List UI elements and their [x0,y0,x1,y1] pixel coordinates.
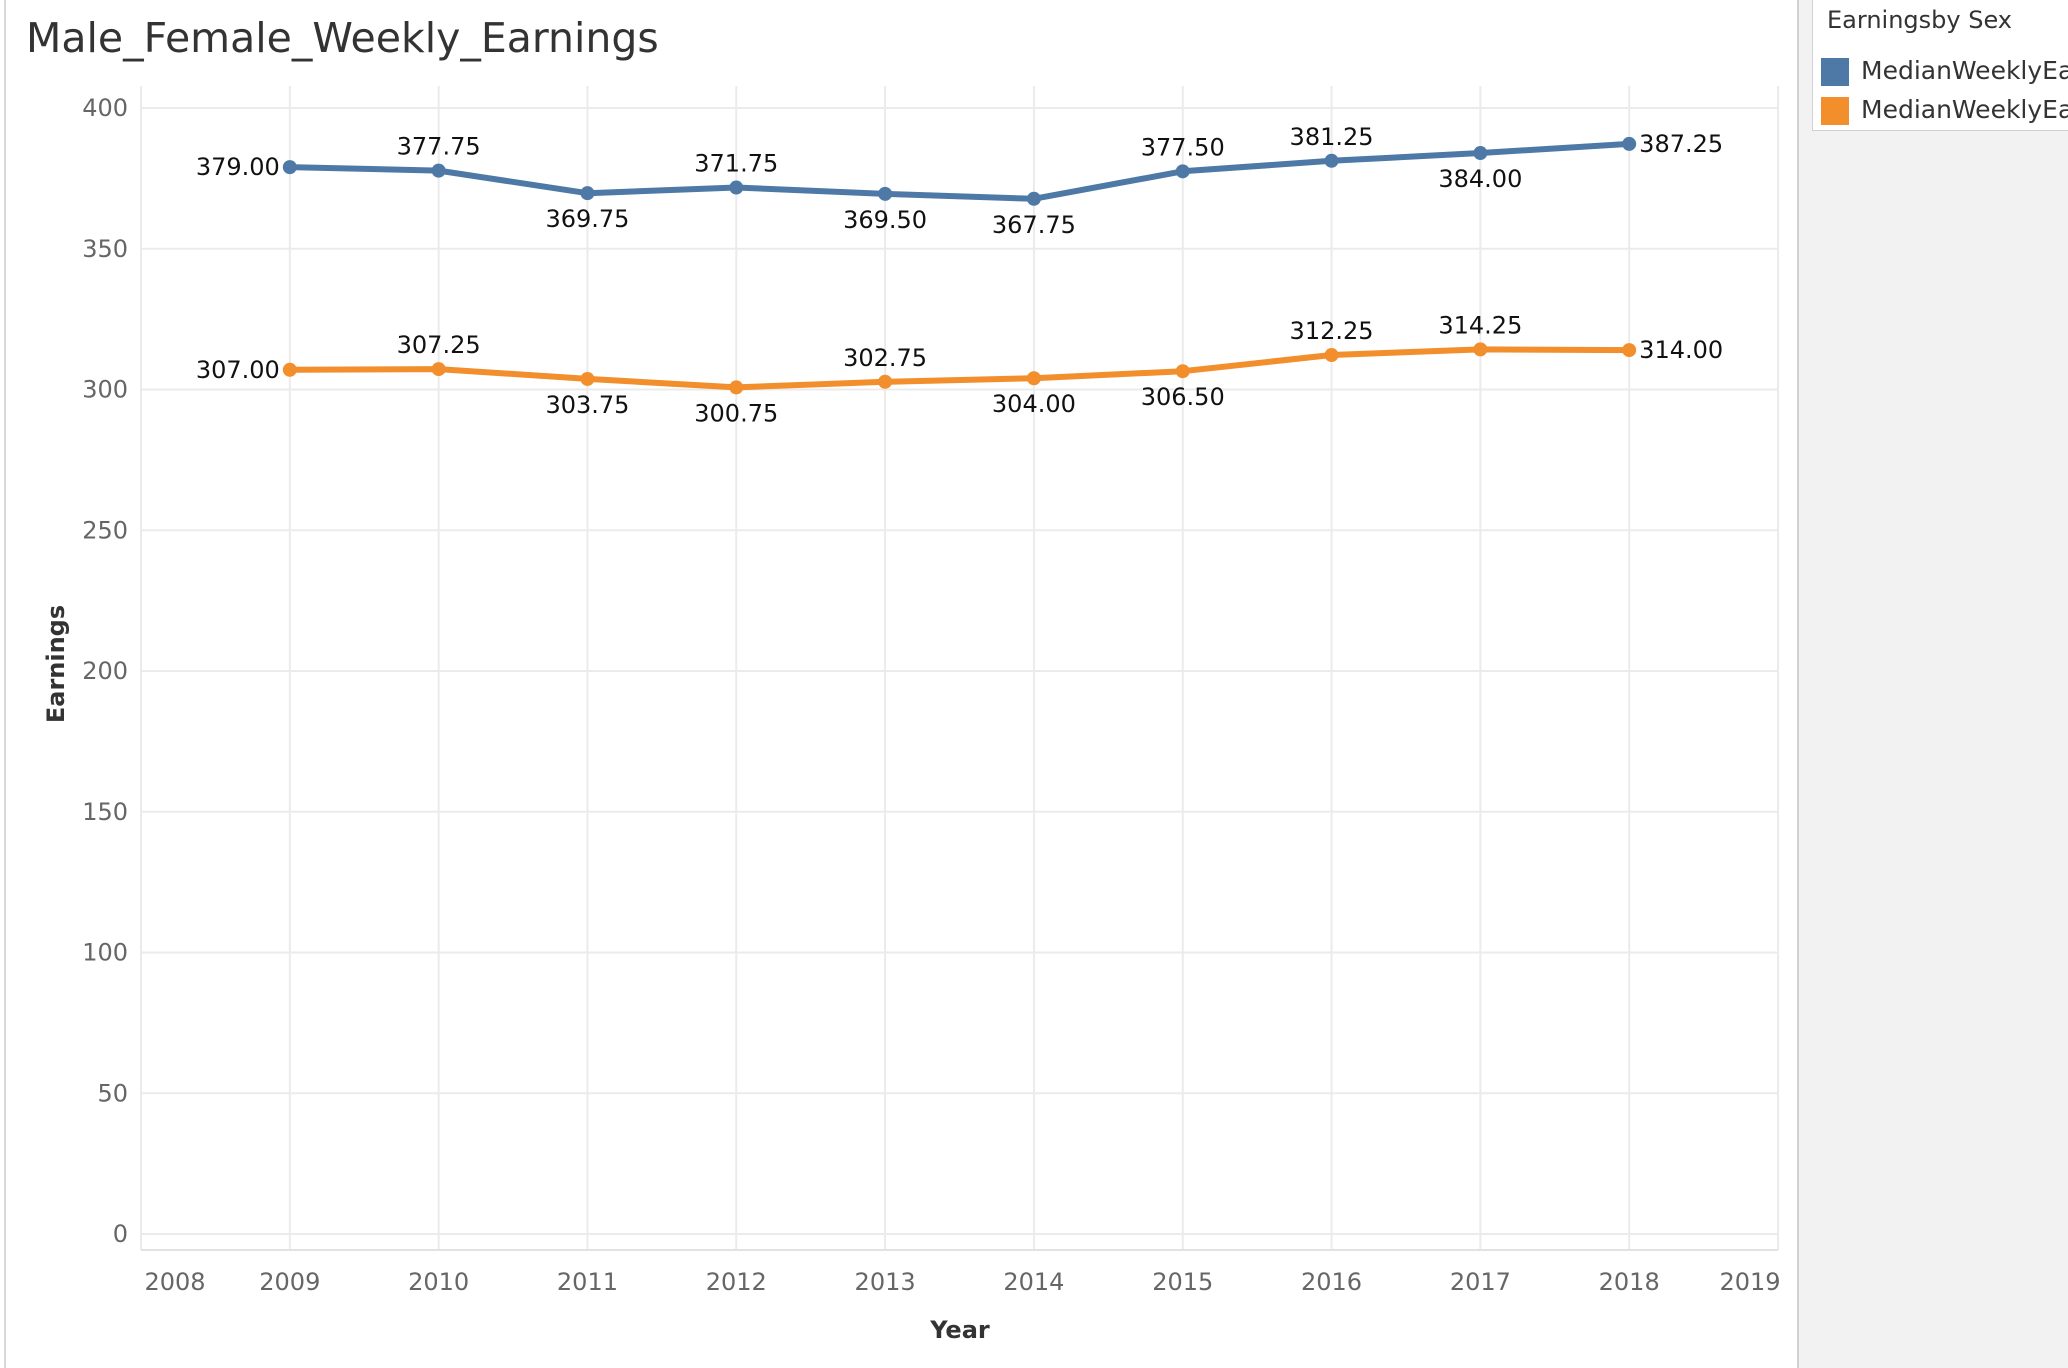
legend-label: MedianWeeklyEarn [1861,95,2068,124]
legend-title: Earningsby Sex [1827,6,2012,34]
y-axis-title: Earnings [42,605,70,723]
data-point[interactable] [1622,136,1637,151]
legend-swatch-blue [1821,58,1849,86]
data-point[interactable] [580,186,595,201]
y-tick-label: 350 [82,235,128,263]
y-tick-label: 0 [113,1220,128,1248]
legend: Earningsby Sex MedianWeeklyEarn MedianWe… [1812,0,2068,131]
x-tick-label: 2014 [1003,1268,1064,1296]
data-label: 377.75 [397,133,481,161]
data-point[interactable] [282,362,297,377]
chart-title: Male_Female_Weekly_Earnings [26,14,659,62]
axis-ticks: 0 50 100 150 200 250 300 350 400 2008 2009 2010 2011… [82,94,1780,1296]
data-label: 314.00 [1639,336,1723,364]
data-label: 367.75 [992,211,1076,239]
x-tick-label: 2012 [706,1268,767,1296]
data-label: 369.50 [843,206,927,234]
data-point[interactable] [1324,348,1339,363]
y-tick-label: 100 [82,939,128,967]
y-tick-label: 150 [82,798,128,826]
data-point[interactable] [1473,146,1488,161]
data-point[interactable] [729,180,744,195]
series-line-1[interactable] [286,140,1633,202]
x-tick-label: 2011 [557,1268,618,1296]
data-point[interactable] [729,380,744,395]
data-label: 387.25 [1639,130,1723,158]
series-line-2[interactable] [286,346,1633,391]
left-border [4,0,6,1368]
data-point[interactable] [431,163,446,178]
y-tick-label: 400 [82,94,128,122]
data-labels: 379.00 377.75 369.75 371.75 369.50 367.75 377.… [196,123,1723,428]
x-tick-label: 2015 [1152,1268,1213,1296]
series-layer [282,136,1637,395]
data-label: 379.00 [196,153,280,181]
x-tick-label: 2009 [259,1268,320,1296]
data-point[interactable] [1175,364,1190,379]
x-tick-label: 2008 [144,1268,205,1296]
data-point[interactable] [1175,164,1190,179]
legend-swatch-orange [1821,97,1849,125]
grid-lines [140,86,1779,1251]
data-point[interactable] [580,371,595,386]
data-label: 377.50 [1141,133,1225,161]
data-label: 369.75 [545,205,629,233]
data-label: 302.75 [843,344,927,372]
x-axis-title: Year [929,1316,990,1344]
data-label: 312.25 [1290,317,1374,345]
data-point[interactable] [282,160,297,175]
data-point[interactable] [431,362,446,377]
data-point[interactable] [1026,191,1041,206]
data-label: 306.50 [1141,383,1225,411]
y-tick-label: 200 [82,657,128,685]
x-tick-label: 2019 [1719,1268,1780,1296]
x-tick-label: 2013 [855,1268,916,1296]
data-point[interactable] [1622,343,1637,358]
data-label: 384.00 [1438,165,1522,193]
data-point[interactable] [1026,371,1041,386]
side-panel [1797,0,2068,1368]
data-point[interactable] [878,186,893,201]
line-chart: 0 50 100 150 200 250 300 350 400 2008 2009 2010 2011… [42,86,1781,1344]
legend-label: MedianWeeklyEarn [1861,56,2068,85]
y-tick-label: 50 [97,1079,128,1107]
data-label: 303.75 [545,391,629,419]
y-tick-label: 300 [82,376,128,404]
data-point[interactable] [878,374,893,389]
data-label: 314.25 [1438,311,1522,339]
data-label: 300.75 [694,399,778,427]
data-point[interactable] [1324,153,1339,168]
data-label: 304.00 [992,390,1076,418]
data-label: 307.25 [397,331,481,359]
data-point[interactable] [1473,342,1488,357]
x-tick-label: 2016 [1301,1268,1362,1296]
data-label: 307.00 [196,356,280,384]
x-tick-label: 2018 [1599,1268,1660,1296]
y-tick-label: 250 [82,516,128,544]
x-tick-label: 2010 [408,1268,469,1296]
data-label: 381.25 [1290,123,1374,151]
data-label: 371.75 [694,150,778,178]
x-tick-label: 2017 [1450,1268,1511,1296]
